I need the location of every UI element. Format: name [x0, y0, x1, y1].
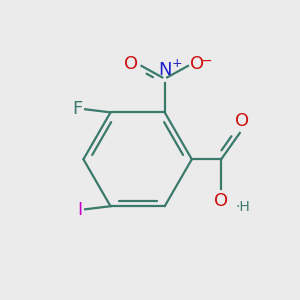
- Text: O: O: [214, 192, 228, 210]
- Text: O: O: [235, 112, 249, 130]
- Text: −: −: [200, 53, 212, 68]
- Text: N: N: [158, 61, 172, 79]
- Text: ·H: ·H: [235, 200, 250, 214]
- Text: +: +: [172, 57, 182, 70]
- Text: F: F: [72, 100, 82, 118]
- Text: O: O: [190, 56, 205, 74]
- Text: I: I: [77, 201, 82, 219]
- Text: O: O: [124, 56, 138, 74]
